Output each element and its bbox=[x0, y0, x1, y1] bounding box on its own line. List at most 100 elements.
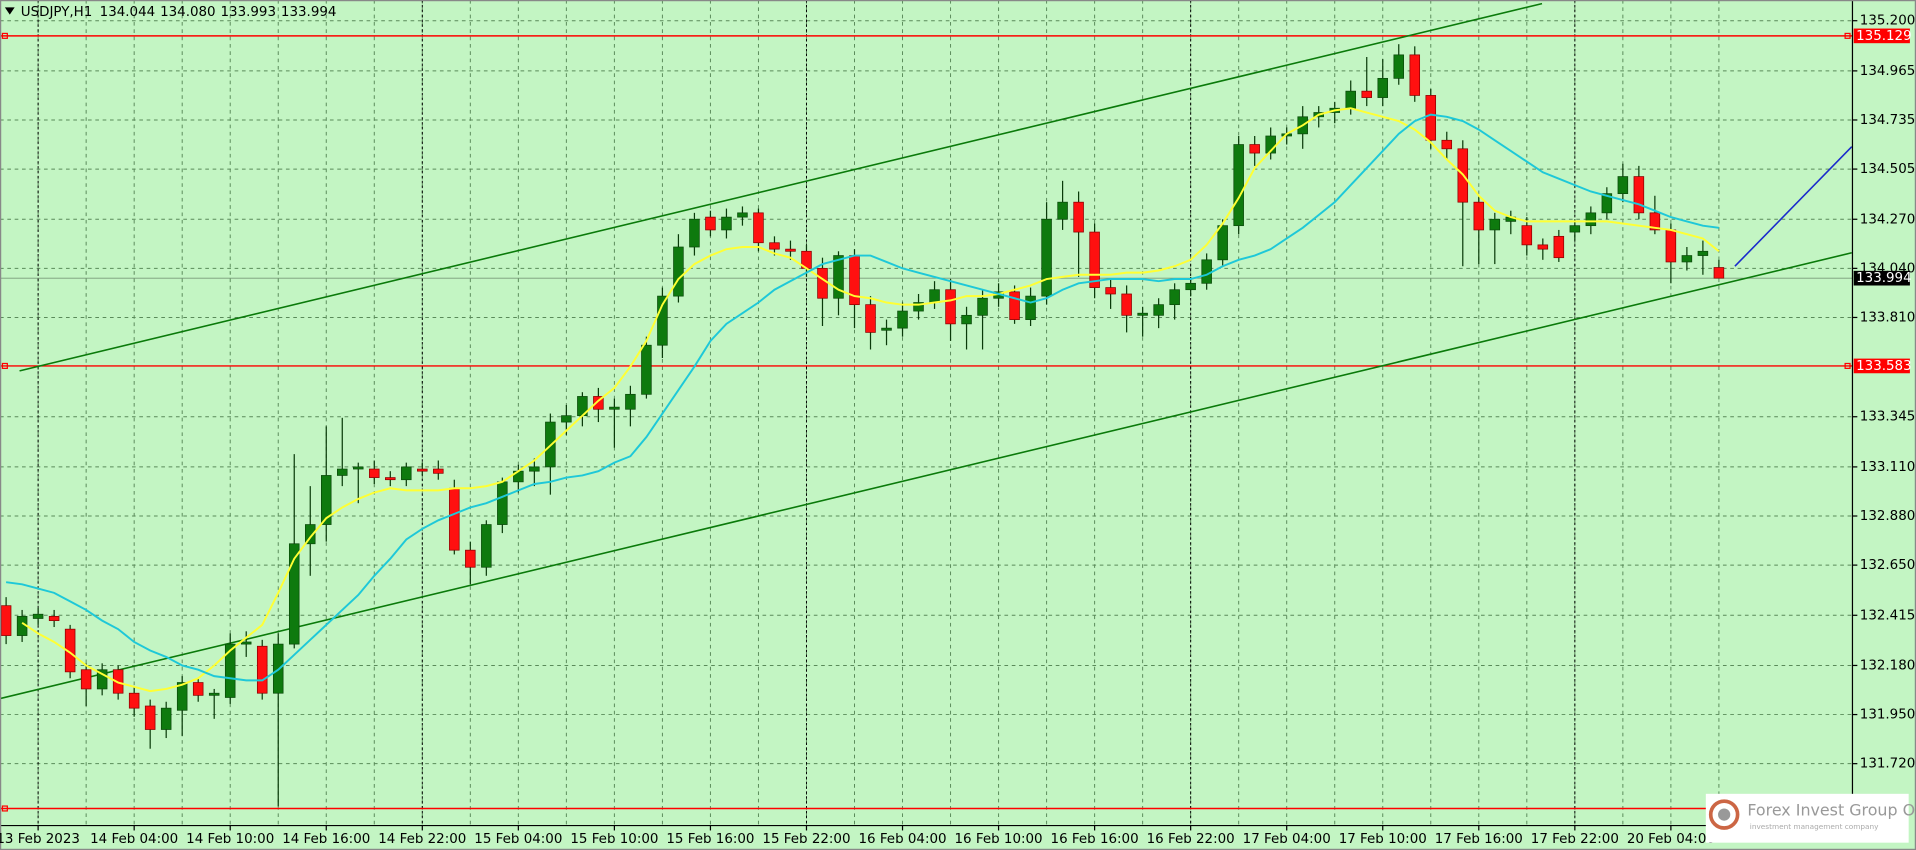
candle-body bbox=[465, 549, 476, 568]
header-text: USDJPY,H1 134.044 134.080 133.993 133.994 bbox=[21, 5, 337, 20]
bid-label: 133.994 bbox=[1856, 271, 1912, 286]
candle-body bbox=[721, 216, 732, 231]
candle-body bbox=[913, 302, 924, 312]
candle-body bbox=[176, 682, 188, 711]
x-tick-label: 13 Feb 2023 bbox=[0, 832, 80, 847]
candle-body bbox=[1697, 250, 1709, 256]
trend-line bbox=[19, 2, 1543, 372]
candle-body bbox=[433, 468, 444, 474]
x-tick-label: 15 Feb 16:00 bbox=[666, 832, 754, 847]
candle-body bbox=[208, 692, 220, 696]
x-tick-label: 14 Feb 22:00 bbox=[378, 832, 466, 847]
candle-body bbox=[288, 543, 300, 645]
candle-body bbox=[192, 682, 204, 696]
candle-body bbox=[385, 477, 396, 481]
y-tick-label: 131.720 bbox=[1860, 757, 1916, 772]
level-label-box bbox=[1853, 358, 1910, 374]
candle-body bbox=[1425, 95, 1437, 141]
level-anchor bbox=[1, 805, 8, 812]
candle-body bbox=[1361, 90, 1372, 98]
moving-average bbox=[21, 107, 1720, 693]
candle-body bbox=[449, 487, 460, 551]
candle-body bbox=[1233, 144, 1244, 227]
y-tick-label: 135.200 bbox=[1860, 14, 1916, 29]
trend-line bbox=[1734, 146, 1853, 267]
plot-layer bbox=[0, 2, 1853, 812]
candle-body bbox=[817, 267, 828, 299]
candle-body bbox=[1585, 212, 1597, 227]
candle-body bbox=[96, 669, 108, 690]
y-tick-label: 133.810 bbox=[1860, 310, 1916, 325]
candle-body bbox=[1345, 90, 1356, 109]
candle-body bbox=[1153, 304, 1164, 316]
y-tick-label: 134.965 bbox=[1860, 64, 1916, 79]
candle-body bbox=[1073, 201, 1084, 233]
candle-body bbox=[1217, 225, 1228, 261]
candle-body bbox=[657, 295, 668, 346]
candle-body bbox=[1569, 225, 1581, 233]
bid-label-box bbox=[1853, 270, 1910, 286]
candle-body bbox=[481, 524, 492, 568]
candle-body bbox=[353, 466, 364, 470]
candle-body bbox=[1601, 193, 1613, 214]
y-tick-label: 134.270 bbox=[1860, 212, 1916, 227]
candle-body bbox=[561, 415, 572, 423]
symbol: USDJPY,H1 bbox=[21, 5, 93, 20]
candle-body bbox=[144, 705, 156, 730]
candle-body bbox=[48, 615, 60, 621]
x-tick-label: 17 Feb 16:00 bbox=[1435, 832, 1523, 847]
candle-body bbox=[1473, 201, 1485, 231]
candle-body bbox=[945, 289, 956, 325]
x-tick-label: 20 Feb 04:00 bbox=[1627, 832, 1715, 847]
candle-body bbox=[1089, 231, 1100, 288]
candle-body bbox=[625, 393, 636, 410]
x-tick-label: 16 Feb 10:00 bbox=[955, 832, 1043, 847]
x-tick-label: 17 Feb 04:00 bbox=[1243, 832, 1331, 847]
candle-body bbox=[929, 289, 940, 303]
candle-body bbox=[769, 242, 780, 250]
header-arrow bbox=[4, 7, 15, 15]
header: USDJPY,H1 134.044 134.080 133.993 133.994 bbox=[4, 5, 337, 20]
moving-average bbox=[5, 113, 1720, 682]
candle-body bbox=[0, 605, 12, 636]
candle-body bbox=[1537, 244, 1549, 250]
candle-body bbox=[1201, 259, 1212, 284]
y-tick-label: 131.950 bbox=[1860, 708, 1916, 723]
candle-body bbox=[673, 246, 684, 297]
candle-body bbox=[1121, 293, 1132, 316]
candle-body bbox=[369, 468, 380, 478]
watermark: Forex Invest Group OU investment managem… bbox=[1705, 793, 1916, 843]
candle-body bbox=[961, 314, 972, 325]
header-low: 133.993 bbox=[221, 5, 277, 20]
y-tick-label: 132.415 bbox=[1860, 608, 1916, 623]
x-tick-label: 16 Feb 16:00 bbox=[1051, 832, 1139, 847]
candle-body bbox=[1633, 176, 1645, 214]
y-tick-label: 132.180 bbox=[1860, 658, 1916, 673]
candle-body bbox=[224, 643, 236, 698]
x-tick-label: 15 Feb 10:00 bbox=[570, 832, 658, 847]
candle-body bbox=[1393, 54, 1405, 79]
candle-body bbox=[1665, 229, 1677, 263]
candle-body bbox=[865, 304, 876, 333]
watermark-subtitle: investment management company bbox=[1750, 822, 1879, 831]
candle-body bbox=[1441, 139, 1453, 150]
candle-body bbox=[1249, 144, 1260, 154]
candle-body bbox=[1377, 77, 1389, 98]
y-tick-label: 134.735 bbox=[1860, 113, 1916, 128]
candle-body bbox=[1057, 201, 1068, 220]
candle-body bbox=[593, 396, 604, 410]
level-anchor bbox=[1844, 32, 1851, 39]
x-tick-label: 17 Feb 10:00 bbox=[1339, 832, 1427, 847]
candle-body bbox=[753, 212, 764, 244]
watermark-title: Forex Invest Group OU bbox=[1747, 800, 1916, 819]
candle-body bbox=[417, 468, 428, 472]
y-tick-label: 133.110 bbox=[1860, 460, 1916, 475]
level-anchor bbox=[1844, 362, 1851, 369]
candle-body bbox=[641, 344, 652, 395]
candle-body bbox=[785, 248, 796, 252]
candle-body bbox=[1409, 54, 1421, 96]
